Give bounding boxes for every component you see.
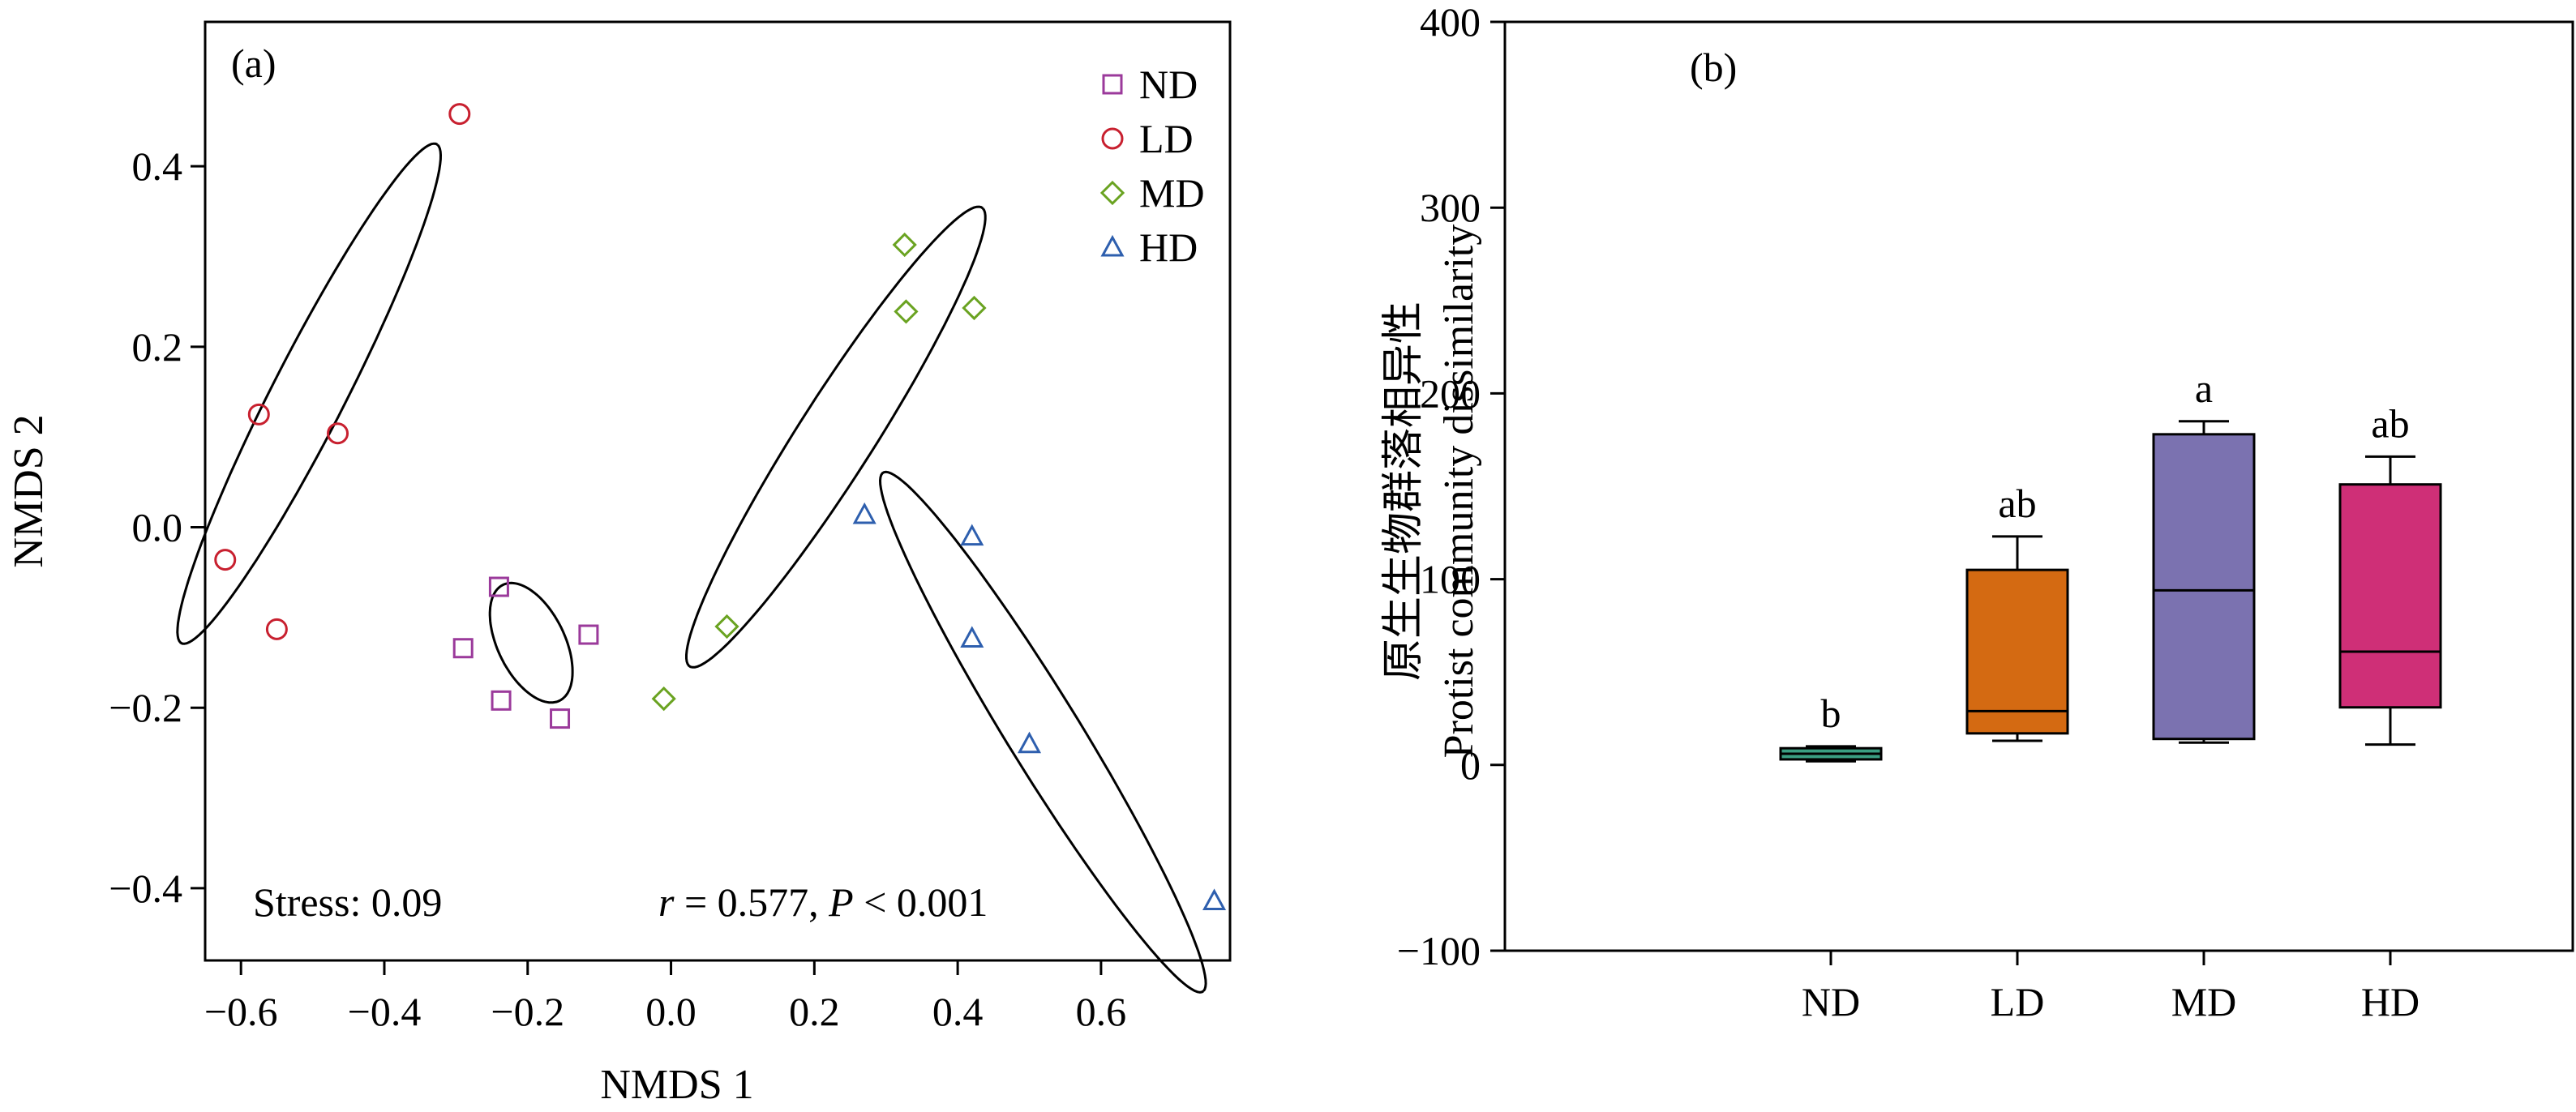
x-tick-label: HD (2361, 979, 2420, 1024)
y-axis-title: NMDS 2 (6, 414, 52, 567)
point-ld (214, 549, 237, 571)
legend-label-hd: HD (1139, 225, 1198, 270)
iqr-box (2152, 433, 2256, 741)
significance-letter: a (2195, 366, 2213, 411)
boxes: b ab a ab (1779, 366, 2442, 763)
point-nd (488, 576, 509, 597)
legend-marker-ld (1101, 127, 1124, 150)
significance-letter: ab (2371, 400, 2409, 446)
y-tick-label: 300 (1420, 185, 1481, 230)
panel-b-axes: 400 300 200 100 0 −100 ND LD MD HD (1397, 0, 2420, 1024)
panel-a-label: (a) (231, 41, 276, 86)
panel-b-label: (b) (1690, 45, 1737, 90)
iqr-box (1965, 568, 2069, 735)
legend: ND LD MD HD (1099, 62, 1205, 270)
point-ld (265, 618, 288, 640)
x-tick-label: −0.6 (204, 989, 278, 1034)
panel-b-frame (1503, 20, 2574, 952)
box-hd: ab (2338, 400, 2442, 746)
legend-marker-nd (1102, 74, 1123, 95)
ellipse-md (685, 205, 987, 669)
point-ld (448, 103, 471, 126)
point-md (714, 614, 739, 639)
y-tick-label: 0.4 (132, 143, 183, 189)
x-tick-label: MD (2171, 979, 2237, 1024)
panel-b-boxplot: (b) 原生生物群落相异性 Protist community dissimil… (1381, 0, 2574, 1024)
significance-letter: b (1821, 691, 1841, 736)
point-hd (1017, 731, 1042, 754)
x-tick-label: 0.2 (789, 989, 840, 1034)
panel-a-axes: −0.6 −0.4 −0.2 0.0 0.2 0.4 0.6 −0.4 −0.2 0.0 0.2 0.… (109, 143, 1126, 1034)
stat-p: P (828, 879, 854, 925)
y-tick-label: 0 (1460, 742, 1481, 788)
legend-label-ld: LD (1139, 116, 1194, 161)
sample-points (214, 103, 1227, 911)
y-tick-label: 0.2 (132, 324, 183, 370)
x-tick-label: LD (1991, 979, 2045, 1024)
legend-label-md: MD (1139, 170, 1205, 216)
ellipse-ld (176, 142, 443, 645)
point-ld (327, 422, 349, 445)
y-tick-label: −0.4 (109, 866, 182, 911)
x-tick-label: −0.4 (348, 989, 422, 1034)
y-tick-label: −100 (1397, 928, 1481, 973)
box-ld: ab (1965, 481, 2069, 742)
x-axis-title: NMDS 1 (600, 1062, 753, 1108)
box-md: a (2152, 366, 2256, 744)
y-tick-label: 200 (1420, 370, 1481, 416)
point-hd (960, 524, 984, 546)
point-md (962, 295, 987, 321)
y-tick-label: 0.0 (132, 505, 183, 550)
point-md (892, 232, 917, 258)
point-ld (247, 403, 270, 426)
legend-marker-md (1099, 180, 1125, 206)
y-tick-label: 100 (1420, 557, 1481, 602)
legend-label-nd: ND (1139, 62, 1198, 107)
stat-annotation: r = 0.577, P < 0.001 (658, 879, 988, 925)
point-md (651, 686, 676, 712)
stat-r: r (658, 879, 675, 925)
point-nd (452, 638, 474, 659)
y-tick-label: 400 (1420, 0, 1481, 45)
iqr-box (2338, 483, 2442, 709)
point-hd (960, 626, 984, 648)
x-tick-label: 0.0 (645, 989, 697, 1034)
point-hd (852, 502, 877, 524)
significance-letter: ab (1998, 481, 2036, 526)
y-axis-title-english: Protist community dissimilarity (1436, 225, 1482, 759)
x-tick-label: 0.4 (932, 989, 984, 1034)
stat-p-value: < 0.001 (854, 879, 988, 925)
panel-a-nmds-plot: (a) Stress: 0.09 r = 0.577, P < 0.001 NM… (6, 20, 1232, 1108)
ellipse-nd (488, 581, 574, 704)
confidence-ellipses (176, 142, 1207, 994)
y-axis-title-chinese: 原生生物群落相异性 (1381, 302, 1427, 681)
point-nd (550, 708, 571, 729)
stress-annotation: Stress: 0.09 (253, 879, 442, 925)
x-tick-label: ND (1802, 979, 1860, 1024)
point-md (894, 299, 919, 324)
point-nd (491, 690, 512, 711)
x-tick-label: 0.6 (1076, 989, 1127, 1034)
legend-marker-hd (1100, 234, 1125, 257)
stat-r-value: = 0.577, (674, 879, 829, 925)
point-hd (1202, 888, 1227, 911)
x-tick-label: −0.2 (491, 989, 564, 1034)
y-tick-label: −0.2 (109, 685, 182, 730)
box-nd: b (1779, 691, 1883, 763)
panel-a-frame (204, 20, 1232, 962)
ellipse-hd (878, 470, 1207, 994)
point-nd (578, 624, 599, 645)
